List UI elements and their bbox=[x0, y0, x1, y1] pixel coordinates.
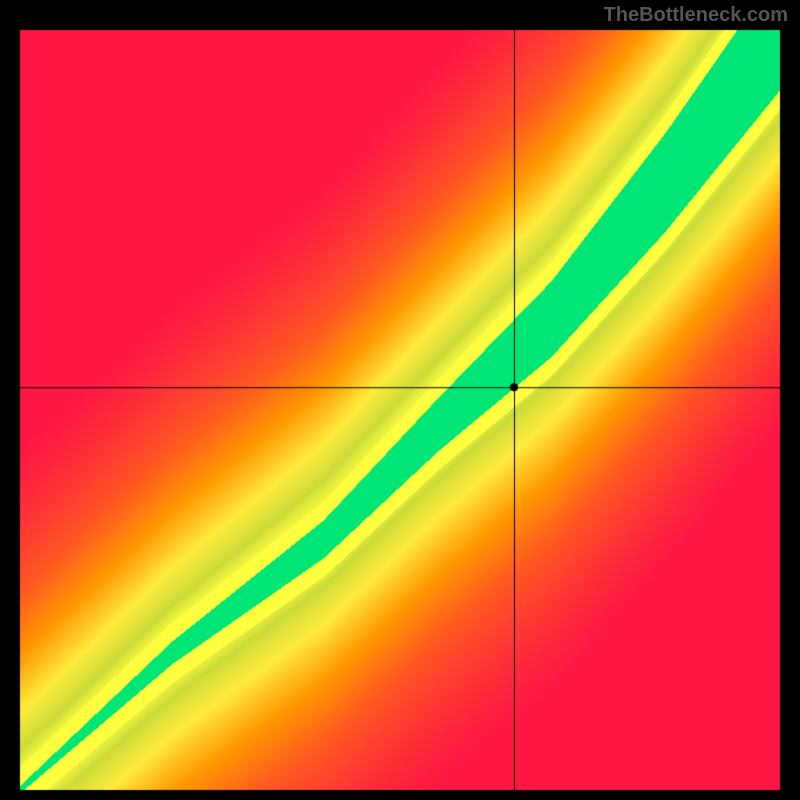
watermark-text: TheBottleneck.com bbox=[604, 4, 788, 27]
heatmap-canvas bbox=[0, 0, 800, 800]
chart-container: TheBottleneck.com bbox=[0, 0, 800, 800]
